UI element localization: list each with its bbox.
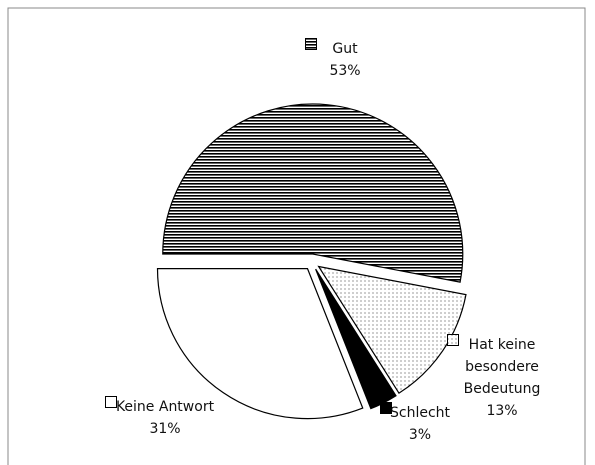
legend-swatch [105, 396, 117, 408]
pie-slice [156, 268, 364, 420]
value-label: 3% [408, 427, 432, 443]
slice-label: Gut 53% [305, 38, 385, 82]
value-label: 53% [329, 63, 361, 79]
swatch [447, 334, 459, 346]
legend-swatch [305, 38, 317, 50]
category-label: Hat keine besondere Bedeutung [463, 337, 541, 397]
slice-label: Schlecht 3% [380, 402, 460, 446]
slice-label: Hat keine besondere Bedeutung 13% [447, 334, 557, 422]
pie-slice [162, 103, 464, 283]
legend-swatch [447, 334, 459, 346]
value-label: 31% [149, 421, 181, 437]
category-label: Gut [332, 41, 358, 57]
category-label: Keine Antwort [115, 399, 215, 415]
legend-swatch [380, 402, 392, 414]
value-label: 13% [486, 403, 518, 419]
category-label: Schlecht [389, 405, 451, 421]
frame [7, 7, 586, 465]
pie-slice [317, 265, 467, 394]
swatch [105, 396, 117, 408]
slice-label: Keine Antwort 31% [105, 396, 225, 440]
swatch [380, 402, 392, 414]
swatch [305, 38, 317, 50]
